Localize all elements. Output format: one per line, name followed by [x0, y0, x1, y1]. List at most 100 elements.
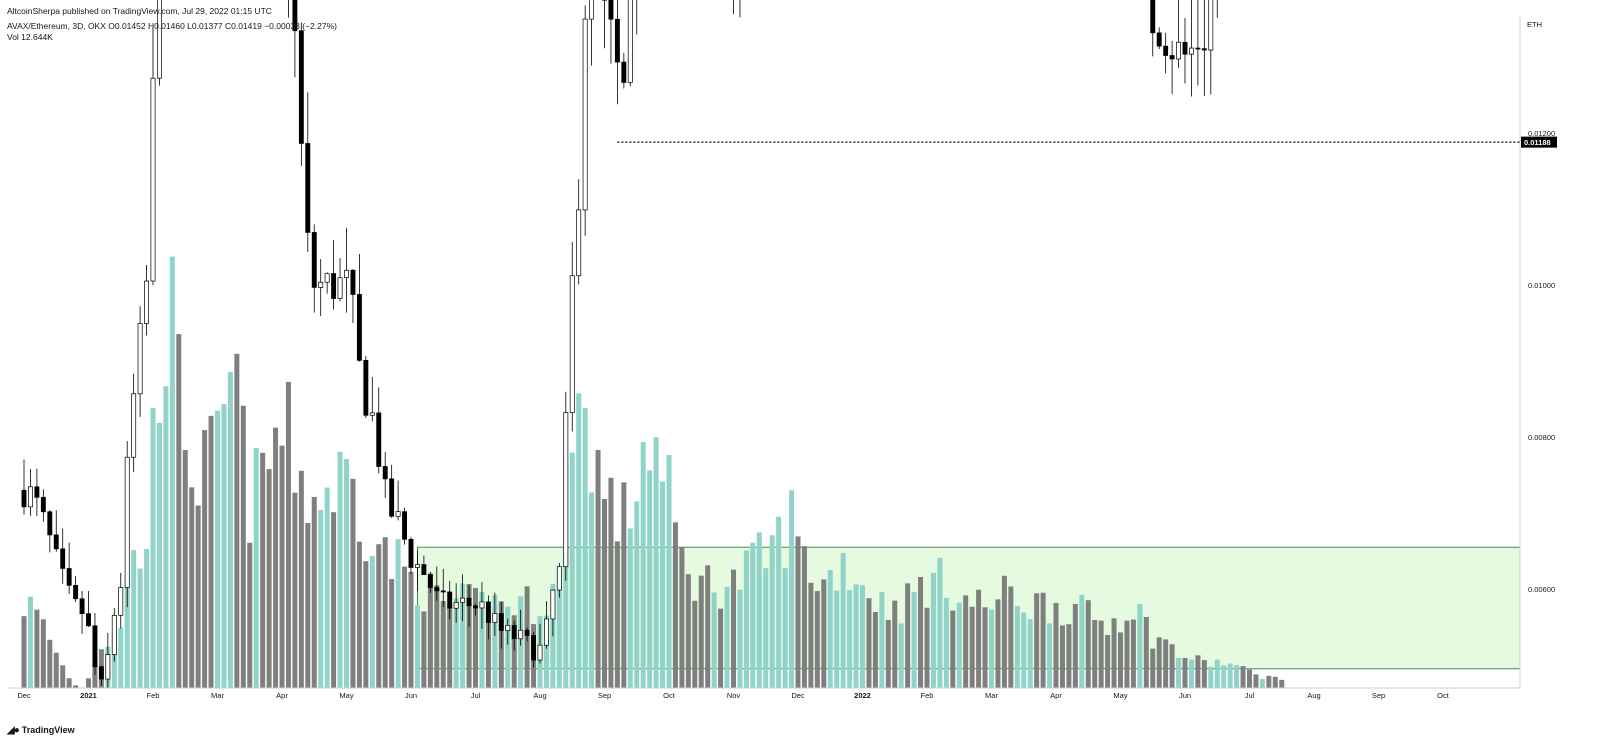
candle-body [544, 619, 548, 645]
candle-body [506, 625, 510, 630]
candle-body [1189, 48, 1193, 54]
x-tick-label: Nov [727, 691, 741, 700]
volume-bar [138, 568, 143, 688]
candle-body [28, 487, 32, 507]
x-tick-label: 2022 [854, 691, 871, 700]
volume-bar [202, 430, 207, 688]
volume-bar [260, 453, 265, 688]
volume-bar [357, 542, 362, 688]
volume-bar [1066, 624, 1071, 688]
volume-bar [409, 572, 414, 688]
volume-bar [267, 469, 272, 688]
volume-bar [215, 411, 220, 688]
candle-body [332, 274, 336, 299]
candle-body [415, 565, 419, 568]
volume-bar [944, 598, 949, 688]
candle-body [35, 487, 39, 497]
candle-body [428, 575, 432, 588]
volume-bar [918, 577, 923, 688]
volume-bar [647, 470, 652, 688]
volume-bar [725, 587, 730, 688]
candle-body [344, 270, 348, 277]
y-axis-unit: ETH [1527, 20, 1542, 29]
volume-bar [931, 573, 936, 688]
volume-bar [983, 607, 988, 688]
volume-bar [1028, 619, 1033, 688]
volume-bar [654, 437, 659, 688]
volume-bar [602, 499, 607, 688]
candle-body [448, 592, 452, 608]
volume-bar [67, 678, 72, 688]
candle-body [499, 613, 503, 630]
candle-body [67, 568, 71, 585]
volume-bar [441, 601, 446, 688]
candle-body [93, 626, 97, 667]
volume-bar [1079, 595, 1084, 688]
volume-bar [699, 576, 704, 688]
volume-bar [1118, 632, 1123, 688]
volume-bar [828, 570, 833, 688]
volume-bar [673, 522, 678, 688]
candle-body [564, 413, 568, 567]
volume-bar [1234, 665, 1239, 688]
volume-bar [1144, 617, 1149, 688]
volume-bar [1163, 639, 1168, 688]
x-tick-label: Jul [1245, 691, 1255, 700]
volume-bar [189, 487, 194, 688]
volume-bar [209, 416, 214, 688]
volume-bar [712, 593, 717, 688]
candle-body [538, 645, 542, 660]
volume-bar [292, 493, 297, 688]
volume-bar [473, 588, 478, 688]
volume-bar [841, 553, 846, 688]
volume-bar [344, 459, 349, 688]
volume-bar [821, 579, 826, 688]
candle-body [312, 232, 316, 287]
x-tick-label: Aug [533, 691, 546, 700]
volume-bar [299, 471, 304, 688]
candle-body [454, 602, 458, 608]
candle-body [151, 78, 155, 281]
volume-bar [873, 612, 878, 688]
candle-body [1196, 48, 1200, 49]
tradingview-brand: ◢●TradingView [7, 725, 75, 736]
volume-bar [866, 598, 871, 688]
candle-body [338, 278, 342, 299]
candle-body [570, 276, 574, 413]
volume-bar [280, 446, 285, 688]
volume-bar [783, 568, 788, 688]
candle-body [557, 567, 561, 590]
volume-bar [1260, 679, 1265, 688]
volume-bar [1008, 586, 1013, 688]
volume-bar [402, 567, 407, 688]
x-tick-label: Oct [1437, 691, 1450, 700]
candle-body [319, 282, 323, 287]
candle-body [41, 497, 45, 511]
volume-bar [325, 488, 330, 688]
volume-bar [1266, 676, 1271, 688]
volume-bar [247, 543, 252, 688]
volume-bar [1015, 606, 1020, 688]
volume-bar [183, 450, 188, 688]
volume-bar [1183, 658, 1188, 688]
candle-body [493, 613, 497, 622]
volume-bar [789, 490, 794, 688]
candle-body [577, 210, 581, 276]
volume-bar [744, 550, 749, 688]
volume-bar [1131, 620, 1136, 688]
volume-bar [1060, 625, 1065, 688]
volume-bar [1137, 604, 1142, 688]
volume-bar [847, 590, 852, 688]
volume-bar [970, 607, 975, 688]
y-tick-label: 0.00800 [1528, 433, 1555, 442]
volume-bar [854, 584, 859, 688]
candle-body [441, 591, 445, 592]
volume-bar [34, 610, 39, 688]
volume-bar [776, 517, 781, 688]
volume-bar [589, 492, 594, 688]
volume-bar [596, 450, 601, 688]
volume-bar [22, 616, 27, 688]
volume-bar [350, 479, 355, 688]
